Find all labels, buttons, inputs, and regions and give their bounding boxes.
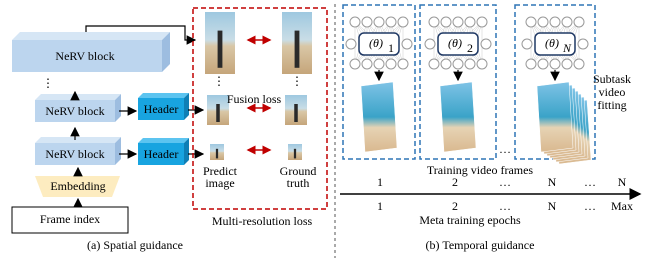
frame: [537, 82, 573, 152]
caption: (b) Temporal guidance: [426, 238, 535, 252]
net-node: [425, 39, 435, 49]
net-node: [374, 59, 384, 69]
person: [216, 104, 220, 122]
block-label: NeRV block: [55, 49, 114, 63]
header-top: [138, 93, 189, 98]
net-node: [350, 17, 360, 27]
person: [294, 149, 296, 159]
net-node: [350, 59, 360, 69]
param-label: (θ): [545, 36, 559, 50]
header-label: Header: [144, 147, 179, 161]
net-node: [481, 39, 491, 49]
epochs-label: Meta training epochs: [419, 213, 521, 227]
net-node: [574, 59, 584, 69]
epoch-label: …: [499, 199, 511, 213]
header-label: Header: [144, 102, 179, 116]
epoch-label: Max: [611, 199, 633, 213]
epoch-label: N: [548, 199, 557, 213]
person: [216, 149, 218, 159]
net-node: [538, 17, 548, 27]
net-node: [477, 17, 487, 27]
net-node: [346, 39, 356, 49]
nerv-block-top: [35, 94, 121, 100]
param-sub: N: [562, 41, 572, 55]
epoch-label: 2: [452, 199, 458, 213]
net-node: [574, 17, 584, 27]
caption: (a) Spatial guidance: [87, 238, 183, 252]
epoch-label: N: [548, 175, 557, 189]
net-node: [398, 17, 408, 27]
loss-label: Multi-resolution loss: [212, 214, 313, 228]
person: [218, 31, 223, 68]
epoch-label: 2: [452, 175, 458, 189]
fusion-loss: Fusion loss: [227, 92, 282, 106]
net-node: [441, 59, 451, 69]
net-node: [386, 17, 396, 27]
epoch-label: 1: [377, 175, 383, 189]
figure: NeRV block⋮NeRV blockNeRV blockHeaderHea…: [0, 0, 647, 262]
frame: [361, 82, 397, 152]
epoch-label: …: [584, 175, 596, 189]
net-node: [526, 59, 536, 69]
net-node: [429, 59, 439, 69]
net-node: [562, 59, 572, 69]
nerv-block-top: [12, 32, 170, 40]
subtask-label: video: [599, 85, 626, 99]
param-label: (θ): [369, 36, 383, 50]
epoch-label: …: [499, 175, 511, 189]
net-node: [578, 39, 588, 49]
dots: ⋮: [42, 76, 54, 90]
net-node: [550, 17, 560, 27]
net-node: [526, 17, 536, 27]
block-label: NeRV block: [45, 147, 104, 161]
epoch-label: 1: [377, 199, 383, 213]
net-node: [465, 59, 475, 69]
net-node: [538, 59, 548, 69]
dots: ⋮: [291, 74, 303, 88]
net-node: [441, 17, 451, 27]
person: [294, 104, 298, 122]
net-node: [465, 17, 475, 27]
epoch-label: …: [584, 199, 596, 213]
header-top: [138, 138, 189, 143]
input-label: Frame index: [40, 212, 100, 226]
subtask-label: Subtask: [593, 72, 631, 86]
epoch-label: N: [618, 175, 627, 189]
net-node: [477, 59, 487, 69]
net-node: [550, 59, 560, 69]
dots: ⋮: [213, 74, 225, 88]
frame: [440, 82, 476, 152]
embedding-label: Embedding: [50, 179, 105, 193]
nerv-block-top: [35, 137, 121, 143]
net-node: [402, 39, 412, 49]
net-node: [386, 59, 396, 69]
param-sub: 2: [467, 41, 473, 55]
person: [295, 31, 300, 68]
frames-label: Training video frames: [427, 163, 534, 177]
ellipsis: …: [499, 142, 511, 156]
param-label: (θ): [448, 36, 462, 50]
net-node: [362, 17, 372, 27]
truth-label: truth: [287, 176, 310, 190]
predict-label: image: [205, 176, 234, 190]
net-node: [453, 59, 463, 69]
subtask-label: fitting: [597, 98, 626, 112]
net-node: [562, 17, 572, 27]
block-label: NeRV block: [45, 104, 104, 118]
net-node: [453, 17, 463, 27]
net-node: [374, 17, 384, 27]
param-sub: 1: [388, 41, 394, 55]
net-node: [398, 59, 408, 69]
net-node: [522, 39, 532, 49]
net-node: [362, 59, 372, 69]
net-node: [429, 17, 439, 27]
